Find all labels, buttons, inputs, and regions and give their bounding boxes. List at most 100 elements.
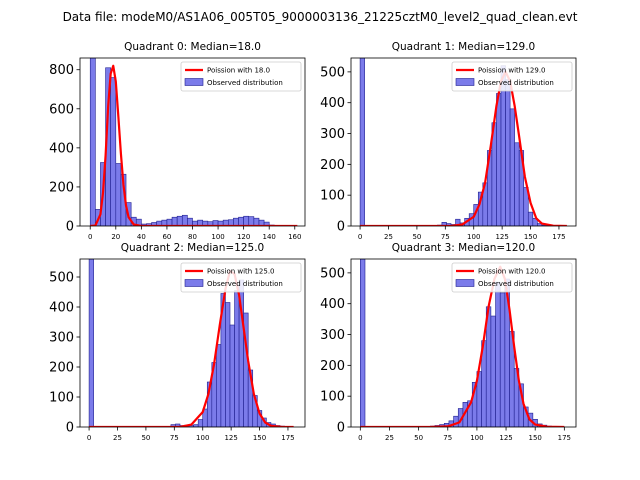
y-tick-label: 400 [49, 301, 74, 316]
x-tick-label: 120 [237, 233, 250, 241]
histogram-bar [110, 77, 117, 226]
x-tick-label: 100 [470, 434, 483, 442]
histogram-bar [234, 290, 240, 427]
chart-quadrant-3: 0 25 50 75 100 125 150 175 0 100 200 300 400 500 Quadr… [320, 242, 577, 442]
histogram-bar [360, 259, 366, 427]
histogram-bar [89, 58, 96, 226]
x-tick-label: 50 [412, 233, 421, 241]
axes-frame [350, 258, 577, 428]
legend-box [180, 61, 302, 92]
legend-observed-label: Observed distribution [478, 79, 554, 87]
x-tick-label: 75 [443, 434, 452, 442]
histogram-bar [453, 415, 459, 427]
x-tick-label: 100 [196, 434, 209, 442]
legend-poisson-label: Poission with 18.0 [207, 67, 270, 75]
histogram-bar [225, 302, 231, 427]
x-tick-label: 40 [137, 233, 146, 241]
histogram-bars [359, 58, 552, 226]
histogram-bar [181, 214, 188, 226]
y-tick-label: 200 [49, 180, 74, 195]
histogram-bar [233, 217, 239, 226]
chart-quadrant-2: 0 25 50 75 100 125 150 175 0 100 200 300 400 500 Quadr… [49, 242, 306, 442]
x-tick-label: 125 [495, 233, 508, 241]
x-tick-label: 125 [499, 434, 512, 442]
y-tick-label: 0 [337, 421, 345, 436]
y-tick-label: 200 [320, 158, 345, 173]
histogram-bars [360, 259, 557, 427]
legend-box [451, 61, 573, 92]
x-tick-label: 25 [385, 434, 394, 442]
histogram-bar [88, 259, 94, 427]
x-tick-label: 50 [414, 434, 423, 442]
x-tick-label: 75 [170, 434, 179, 442]
x-tick-label: 175 [281, 434, 294, 442]
x-tick-label: 100 [467, 233, 480, 241]
poisson-fit-line [90, 64, 298, 226]
x-tick-label: 0 [358, 233, 362, 241]
x-tick-label: 0 [358, 434, 362, 442]
chart-title: Quadrant 1: Median=129.0 [392, 41, 535, 53]
legend-observed-swatch [184, 78, 204, 86]
x-tick-label: 20 [111, 233, 120, 241]
axes-frame [350, 57, 577, 227]
x-tick-label: 125 [224, 434, 237, 442]
legend-observed-swatch [455, 279, 475, 287]
histogram-bar [537, 223, 543, 226]
histogram-bar [171, 216, 178, 226]
y-tick-label: 400 [320, 297, 345, 312]
y-tick-label: 0 [337, 220, 345, 235]
histogram-bar [248, 216, 255, 226]
y-tick-label: 100 [49, 391, 74, 406]
histogram-bar [359, 58, 365, 226]
x-tick-label: 50 [141, 434, 150, 442]
x-tick-label: 0 [87, 434, 91, 442]
legend-observed-swatch [184, 279, 204, 287]
y-tick-label: 300 [49, 331, 74, 346]
histogram-bar [505, 79, 511, 226]
legend-box [180, 262, 302, 293]
histogram-bar [490, 315, 496, 427]
chart-quadrant-1: 0 25 50 75 100 125 150 175 0 100 200 300 400 500 Quadr… [320, 41, 577, 241]
axes-frame [79, 258, 306, 428]
legend-observed-swatch [455, 78, 475, 86]
y-tick-label: 0 [66, 421, 74, 436]
y-tick-label: 300 [320, 127, 345, 142]
histogram-bar [115, 163, 122, 226]
x-tick-label: 150 [529, 434, 542, 442]
legend-poisson-label: Poission with 120.0 [478, 268, 546, 276]
histogram-bar [496, 93, 502, 226]
legend: Poission with 129.0 Observed distribution [451, 61, 573, 92]
figure-title: Data file: modeM0/AS1A06_005T05_90000031… [63, 10, 578, 24]
y-tick-label: 500 [320, 65, 345, 80]
x-tick-label: 0 [88, 233, 92, 241]
poisson-fit-line [360, 70, 567, 226]
histogram-bar [187, 217, 193, 226]
y-tick-label: 100 [320, 390, 345, 405]
y-tick-label: 600 [49, 102, 74, 117]
y-tick-label: 400 [49, 141, 74, 156]
x-tick-label: 150 [524, 233, 537, 241]
x-tick-label: 25 [384, 233, 393, 241]
x-tick-label: 60 [162, 233, 171, 241]
legend-poisson-label: Poission with 125.0 [207, 268, 275, 276]
chart-title: Quadrant 2: Median=125.0 [121, 242, 264, 254]
legend: Poission with 18.0 Observed distribution [180, 61, 302, 92]
histogram-bar [243, 215, 250, 226]
y-tick-label: 100 [320, 189, 345, 204]
legend-box [451, 262, 573, 293]
histogram-bar [499, 292, 506, 427]
poisson-fit-line [89, 269, 294, 427]
chart-title: Quadrant 3: Median=120.0 [392, 242, 535, 254]
x-tick-label: 75 [441, 233, 450, 241]
x-tick-label: 160 [288, 233, 301, 241]
x-tick-label: 175 [552, 233, 565, 241]
histogram-bar [523, 187, 529, 226]
chart-title: Quadrant 0: Median=18.0 [124, 41, 261, 53]
y-tick-label: 800 [49, 63, 74, 78]
histogram-bar [253, 217, 260, 226]
y-tick-label: 500 [320, 266, 345, 281]
legend-observed-label: Observed distribution [478, 280, 554, 288]
y-tick-label: 200 [49, 361, 74, 376]
histogram-bar [495, 281, 501, 427]
